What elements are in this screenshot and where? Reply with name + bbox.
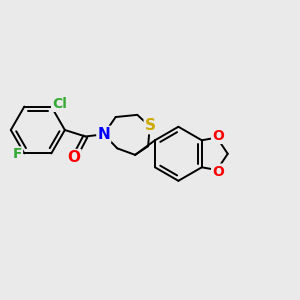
Text: S: S [145,118,156,133]
Text: O: O [68,150,81,165]
Text: N: N [98,127,110,142]
Text: O: O [212,129,224,143]
Text: F: F [13,148,22,161]
Text: Cl: Cl [52,97,67,111]
Text: O: O [212,165,224,178]
